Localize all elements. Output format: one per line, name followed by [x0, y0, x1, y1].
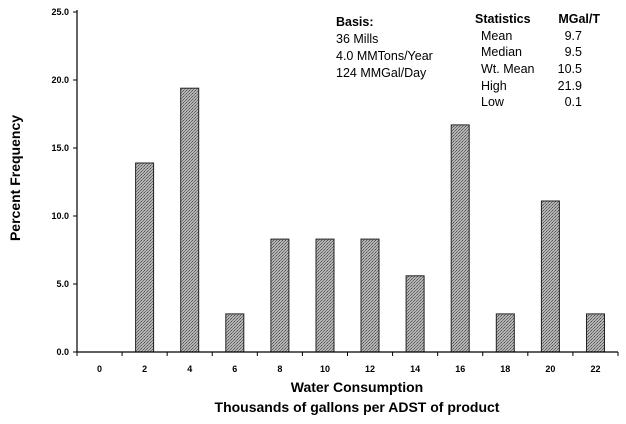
bar [225, 313, 245, 353]
y-tick-label: 20.0 [51, 75, 69, 85]
axes-layer [73, 10, 619, 356]
y-tick-label: 15.0 [51, 143, 69, 153]
statistics-row-label: Median [481, 45, 522, 59]
bar [180, 87, 200, 353]
bar [405, 275, 425, 353]
basis-line: 36 Mills [336, 32, 378, 46]
statistics-row-label: Mean [481, 29, 512, 43]
x-tick-label: 8 [277, 364, 282, 374]
statistics-header-label: Statistics [475, 12, 531, 26]
x-tick-label: 10 [320, 364, 330, 374]
basis-title: Basis: [336, 15, 374, 29]
x-tick-label: 14 [410, 364, 420, 374]
bars-layer [135, 87, 605, 353]
statistics-row-value: 21.9 [558, 79, 582, 93]
bar [586, 313, 605, 353]
statistics-header-unit: MGal/T [558, 12, 600, 26]
bar [450, 124, 470, 353]
x-tick-label: 22 [590, 364, 600, 374]
y-tick-label: 0.0 [56, 347, 69, 357]
statistics-row-value: 0.1 [565, 95, 582, 109]
x-tick-label: 18 [500, 364, 510, 374]
x-tick-label: 4 [187, 364, 192, 374]
bar [495, 313, 515, 353]
y-tick-label: 10.0 [51, 211, 69, 221]
basis-box: Basis: 36 Mills 4.0 MMTons/Year 124 MMGa… [336, 15, 433, 80]
bar [135, 162, 155, 353]
y-tick-label: 25.0 [51, 7, 69, 17]
y-axis-title: Percent Frequency [7, 115, 23, 241]
basis-line: 124 MMGal/Day [336, 66, 427, 80]
tick-labels-layer: 0.0 5.0 10.0 15.0 20.0 25.0 0 2 4 6 8 10 12 14 16 18 20 2… [51, 7, 600, 374]
x-axis-title-line2: Thousands of gallons per ADST of product [215, 399, 500, 415]
bar [360, 238, 380, 353]
bar [270, 238, 290, 353]
statistics-row-value: 10.5 [558, 62, 582, 76]
x-tick-label: 6 [232, 364, 237, 374]
basis-line: 4.0 MMTons/Year [336, 49, 433, 63]
x-axis-title-line1: Water Consumption [291, 379, 423, 395]
y-tick-label: 5.0 [56, 279, 69, 289]
statistics-row-label: High [481, 79, 507, 93]
statistics-table: Statistics MGal/T Mean 9.7 Median 9.5 Wt… [475, 12, 600, 109]
statistics-row-value: 9.5 [565, 45, 582, 59]
statistics-row-label: Wt. Mean [481, 62, 535, 76]
x-tick-label: 20 [545, 364, 555, 374]
x-tick-label: 0 [97, 364, 102, 374]
statistics-row-label: Low [481, 95, 505, 109]
statistics-row-value: 9.7 [565, 29, 582, 43]
x-tick-label: 2 [142, 364, 147, 374]
x-tick-label: 16 [455, 364, 465, 374]
bar [315, 238, 335, 353]
x-tick-label: 12 [365, 364, 375, 374]
bar [540, 200, 560, 353]
